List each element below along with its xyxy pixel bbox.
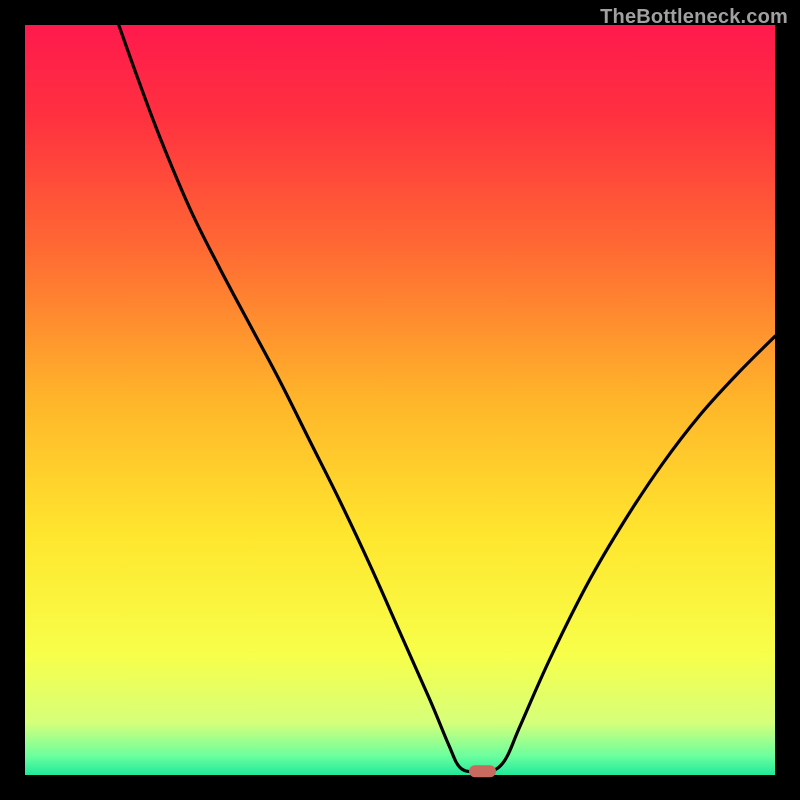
chart-container: TheBottleneck.com bbox=[0, 0, 800, 800]
watermark-text: TheBottleneck.com bbox=[600, 6, 788, 29]
plot-background bbox=[25, 25, 775, 775]
bottleneck-chart bbox=[0, 0, 800, 800]
optimal-point-marker bbox=[469, 765, 496, 777]
